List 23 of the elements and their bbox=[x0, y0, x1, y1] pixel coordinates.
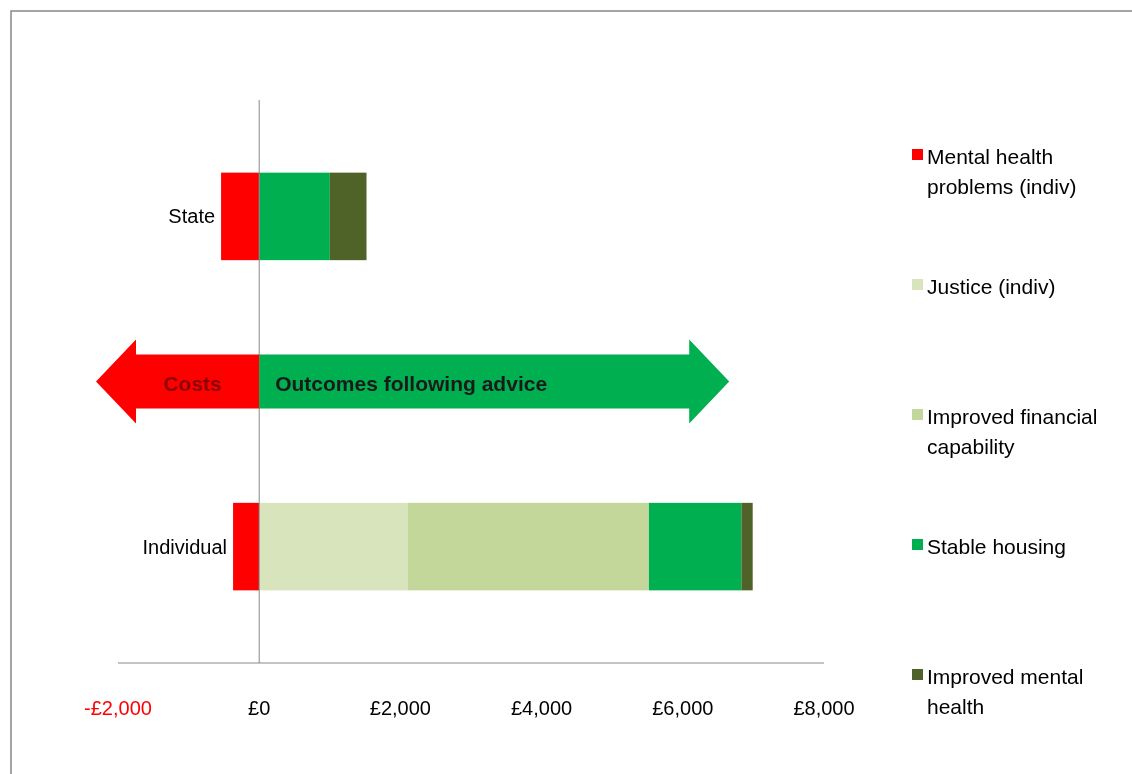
x-tick-label: -£2,000 bbox=[84, 697, 152, 719]
x-tick-label: £8,000 bbox=[793, 697, 855, 719]
x-tick-label: £0 bbox=[248, 697, 271, 719]
bar bbox=[407, 502, 649, 591]
bar bbox=[741, 502, 753, 591]
bar bbox=[221, 172, 260, 261]
x-tick-label: £6,000 bbox=[652, 697, 714, 719]
bar bbox=[233, 502, 260, 591]
annotation: Outcomes following advice bbox=[275, 371, 548, 395]
legend-label: Improved financial capability bbox=[927, 405, 1098, 458]
bar bbox=[259, 172, 330, 261]
legend-label: Mental health problems (indiv) bbox=[927, 145, 1077, 198]
x-tick-label: £2,000 bbox=[369, 697, 431, 719]
legend-label: Stable housing bbox=[927, 535, 1066, 558]
legend-label: Justice (indiv) bbox=[927, 275, 1056, 298]
x-tick-label: £4,000 bbox=[511, 697, 573, 719]
y-tick-label: Individual bbox=[142, 535, 228, 558]
bar bbox=[648, 502, 742, 591]
bar bbox=[259, 502, 408, 591]
annotation: Costs bbox=[163, 371, 222, 395]
y-tick-label: State bbox=[168, 205, 216, 228]
bar bbox=[329, 172, 367, 261]
legend-label: Improved mental health bbox=[927, 665, 1084, 718]
